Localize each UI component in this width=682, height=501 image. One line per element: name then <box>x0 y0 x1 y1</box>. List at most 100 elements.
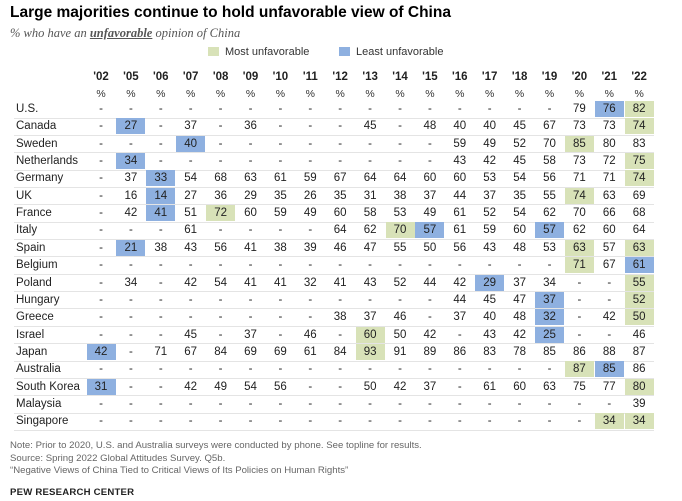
percent-unit-label: % <box>544 88 555 100</box>
table-cell: 46 <box>333 241 347 254</box>
table-cell: - <box>248 311 253 324</box>
table-cell: 86 <box>632 363 646 376</box>
table-cell: 53 <box>483 172 497 185</box>
table-cell: 75 <box>572 380 586 393</box>
table-cell: 69 <box>244 345 257 358</box>
table-cell: 37 <box>363 311 377 324</box>
table-cell: - <box>99 311 103 324</box>
table-cell: - <box>158 276 163 289</box>
table-cell: - <box>188 311 193 324</box>
table-cell: - <box>427 155 432 168</box>
table-cell: - <box>158 259 163 272</box>
table-cell: 57 <box>602 241 616 254</box>
subtitle-prefix: % who have an <box>10 26 87 40</box>
year-header: '02 <box>93 71 109 83</box>
table-cell: 54 <box>184 172 198 185</box>
table-cell: 60 <box>333 207 347 220</box>
table-cell: - <box>308 103 313 115</box>
table-cell: - <box>218 224 223 237</box>
table-cell: - <box>577 311 582 324</box>
table-cell: 70 <box>543 137 556 150</box>
country-label: Malaysia <box>16 397 62 410</box>
table-cell: 63 <box>543 380 556 393</box>
table-cell: - <box>218 293 223 306</box>
table-cell: 61 <box>273 172 287 185</box>
table-cell: - <box>427 293 432 306</box>
table-cell: - <box>128 380 133 393</box>
table-cell: 60 <box>423 172 437 185</box>
table-cell: - <box>248 155 253 168</box>
cell-least-unfavorable: 37 <box>535 291 564 308</box>
table-cell: 48 <box>513 241 526 254</box>
table-cell: - <box>398 293 402 306</box>
subtitle-suffix: opinion of China <box>155 26 241 40</box>
table-cell: 34 <box>124 276 138 289</box>
table-cell: 61 <box>453 224 467 237</box>
table-cell: - <box>517 259 522 272</box>
table-cell: - <box>218 103 223 115</box>
table-cell: - <box>99 415 103 428</box>
year-header: '22 <box>631 71 647 83</box>
table-cell: - <box>278 415 283 428</box>
table-cell: 91 <box>393 345 407 358</box>
table-cell: - <box>99 363 103 376</box>
table-cell: 87 <box>632 345 646 358</box>
table-cell: - <box>278 397 283 410</box>
table-cell: 50 <box>363 380 377 393</box>
table-cell: - <box>99 155 103 168</box>
table-cell: 60 <box>453 172 467 185</box>
percent-unit-label: % <box>245 88 256 100</box>
table-cell: - <box>457 397 462 410</box>
table-cell: - <box>308 224 313 237</box>
cell-most-unfavorable: 93 <box>355 343 385 360</box>
table-cell: - <box>547 397 552 410</box>
table-cell: - <box>278 103 283 115</box>
table-cell: 41 <box>244 241 257 254</box>
table-cell: - <box>218 155 223 168</box>
year-header: '07 <box>182 71 199 83</box>
table-cell: - <box>278 155 283 168</box>
table-cell: 84 <box>214 345 227 358</box>
table-cell: 37 <box>244 328 257 341</box>
cell-most-unfavorable: 50 <box>624 309 654 326</box>
table-cell: - <box>128 397 133 410</box>
table-cell: - <box>427 103 432 115</box>
country-label: Sweden <box>16 137 58 150</box>
table-cell: 73 <box>602 120 616 133</box>
country-label: Canada <box>16 120 57 133</box>
table-cell: - <box>99 276 103 289</box>
table-cell: - <box>517 363 522 376</box>
table-cell: - <box>368 103 373 115</box>
table-cell: - <box>99 103 103 115</box>
table-cell: - <box>487 363 492 376</box>
table-cell: 42 <box>124 207 138 220</box>
table-cell: 84 <box>333 345 347 358</box>
table-cell: - <box>99 207 103 220</box>
table-cell: - <box>218 328 223 341</box>
cell-least-unfavorable: 76 <box>594 101 624 117</box>
table-cell: 70 <box>572 207 586 220</box>
row-divider <box>14 169 654 171</box>
legend-swatch-most <box>208 47 219 56</box>
table-cell: 62 <box>572 224 586 237</box>
table-cell: - <box>308 259 313 272</box>
percent-unit-label: % <box>335 88 345 100</box>
table-cell: 52 <box>513 137 526 150</box>
cell-least-unfavorable: 42 <box>86 343 116 360</box>
table-cell: - <box>158 363 163 376</box>
table-cell: 73 <box>572 155 586 168</box>
table-cell: - <box>398 120 402 133</box>
table-cell: - <box>457 415 462 428</box>
table-cell: 45 <box>184 328 198 341</box>
country-label: South Korea <box>16 380 80 393</box>
table-cell: - <box>368 155 373 168</box>
cell-least-unfavorable: 14 <box>146 187 176 204</box>
table-cell: - <box>278 137 283 150</box>
table-cell: - <box>398 259 402 272</box>
table-cell: - <box>487 103 492 115</box>
table-cell: 59 <box>273 207 287 220</box>
table-cell: - <box>128 224 133 237</box>
row-divider <box>14 377 654 379</box>
percent-unit-label: % <box>485 88 495 100</box>
table-cell: - <box>547 103 552 115</box>
